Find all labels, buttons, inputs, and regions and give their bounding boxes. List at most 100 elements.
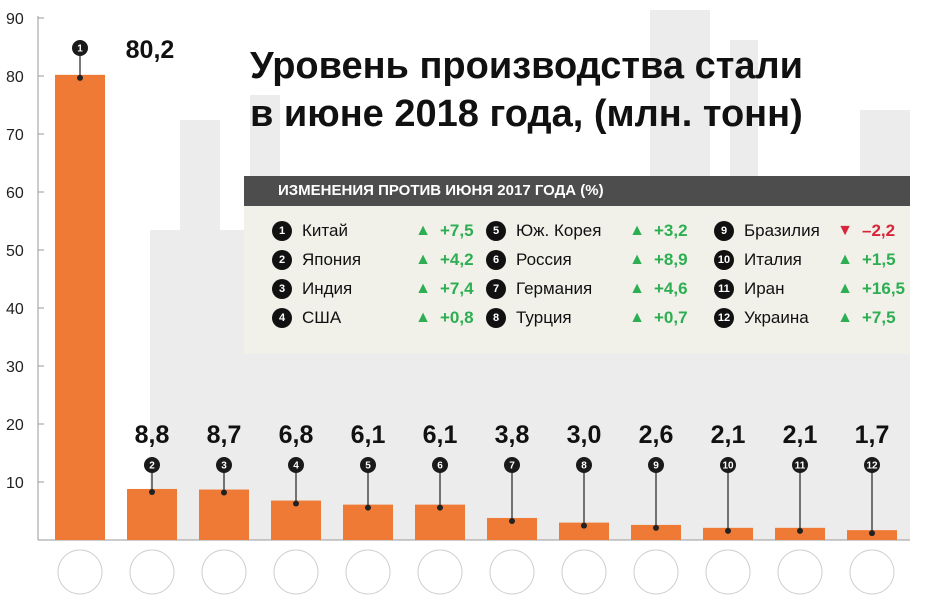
- leader-dot: [581, 522, 587, 529]
- rank-badge: 10: [714, 249, 734, 270]
- value-label: 2,6: [639, 421, 674, 449]
- value-label: 8,8: [135, 421, 170, 449]
- y-tick-label: 30: [6, 359, 24, 376]
- leader-dot: [725, 527, 731, 534]
- leader-dot: [797, 527, 803, 534]
- rank-marker: [360, 457, 376, 473]
- panel-heading: ИЗМЕНЕНИЯ ПРОТИВ ИЮНЯ 2017 ГОДА (%): [244, 176, 910, 206]
- flag-india-icon: [201, 549, 247, 595]
- flag-iran-icon: [777, 549, 823, 595]
- value-label: 6,8: [279, 421, 314, 449]
- bar: [703, 527, 753, 540]
- change-value: +4,2: [440, 249, 474, 269]
- value-label: 3,0: [567, 421, 602, 449]
- rank-badge: 4: [272, 307, 292, 328]
- change-value: +0,8: [440, 307, 474, 327]
- panel-body: 1 Китай ▲ +7,5 2 Япония ▲ +4,2 3 Индия ▲ +7,4 4 СШ…: [244, 206, 910, 354]
- flag-south-korea-icon: [345, 549, 391, 595]
- flag-brazil-icon: [633, 549, 679, 595]
- rank-marker: [216, 457, 232, 473]
- value-label: 6,1: [351, 421, 386, 449]
- panel-row: 2 Япония ▲ +4,2: [272, 245, 474, 274]
- rank-marker-text: 8: [581, 461, 587, 472]
- country-name: Россия: [516, 249, 572, 269]
- arrow-up-icon: ▲: [837, 308, 853, 326]
- arrow-up-icon: ▲: [837, 279, 853, 297]
- value-labels: 1 80,2 2 8,8 3 8,7 4 6,8 5 6,1 6 6,1 7 3,8 8 3,0 9 2,6 10 2…: [72, 36, 890, 537]
- flag-russia-icon: [417, 549, 463, 595]
- flag-china-icon: ★: [57, 549, 103, 595]
- change-value: –2,2: [862, 220, 896, 240]
- country-name: Германия: [516, 278, 593, 298]
- panel-row: 8 Турция ▲ +0,7: [486, 303, 688, 332]
- y-tick-label: 70: [6, 127, 24, 144]
- rank-marker-text: 4: [293, 461, 299, 472]
- country-name: Украина: [744, 307, 809, 327]
- title-line-2: в июне 2018 года, (млн. тонн): [250, 93, 803, 135]
- change-value: +4,6: [654, 278, 688, 298]
- country-name: США: [302, 307, 342, 327]
- arrow-up-icon: ▲: [415, 250, 431, 268]
- panel-row: 12 Украина ▲ +7,5: [714, 303, 905, 332]
- change-value: +1,5: [862, 249, 896, 269]
- rank-badge: 9: [714, 220, 734, 241]
- rank-marker: [504, 457, 520, 473]
- rank-marker: [864, 457, 880, 473]
- rank-marker: [792, 457, 808, 473]
- change-value: +7,4: [440, 278, 474, 298]
- arrow-up-icon: ▲: [629, 279, 645, 297]
- rank-marker: [144, 457, 160, 473]
- chart-title: Уровень производства стали в июне 2018 г…: [250, 42, 910, 138]
- arrow-up-icon: ▲: [837, 250, 853, 268]
- country-name: Китай: [302, 220, 348, 240]
- change-panel: ИЗМЕНЕНИЯ ПРОТИВ ИЮНЯ 2017 ГОДА (%) 1 Кит…: [244, 176, 910, 354]
- country-name: Бразилия: [744, 220, 820, 240]
- rank-marker-text: 9: [653, 461, 659, 472]
- leader-dot: [509, 517, 515, 524]
- bar: [775, 527, 825, 540]
- y-tick-labels: 10 20 30 40 50 60 70 80 90: [6, 11, 44, 492]
- bar: [127, 488, 177, 540]
- leader-dot: [149, 488, 155, 495]
- panel-column-1: 1 Китай ▲ +7,5 2 Япония ▲ +4,2 3 Индия ▲ +7,4 4 СШ…: [272, 216, 474, 332]
- title-line-1: Уровень производства стали: [250, 45, 803, 87]
- y-tick-label: 50: [6, 243, 24, 260]
- value-label: 3,8: [495, 421, 530, 449]
- y-tick-label: 80: [6, 69, 24, 86]
- rank-badge: 12: [714, 307, 734, 328]
- arrow-up-icon: ▲: [629, 308, 645, 326]
- leader-dot: [869, 530, 875, 537]
- y-tick-label: 40: [6, 301, 24, 318]
- value-label: 6,1: [423, 421, 458, 449]
- flag-turkey-icon: ★: [561, 549, 607, 595]
- panel-row: 11 Иран ▲ +16,5: [714, 274, 905, 303]
- value-label: 8,7: [207, 421, 242, 449]
- flag-row: ★★: [57, 549, 895, 595]
- country-name: Япония: [302, 249, 362, 269]
- panel-row: 4 США ▲ +0,8: [272, 303, 474, 332]
- rank-marker-text: 7: [509, 461, 515, 472]
- value-label: 1,7: [855, 421, 890, 449]
- rank-badge: 5: [486, 220, 506, 241]
- panel-row: 3 Индия ▲ +7,4: [272, 274, 474, 303]
- rank-marker: [432, 457, 448, 473]
- panel-row: 6 Россия ▲ +8,9: [486, 245, 688, 274]
- flag-japan-icon: [129, 549, 175, 595]
- rank-marker: [288, 457, 304, 473]
- bar: [559, 522, 609, 540]
- rank-marker-text: 6: [437, 461, 443, 472]
- panel-row: 1 Китай ▲ +7,5: [272, 216, 474, 245]
- rank-marker: [648, 457, 664, 473]
- flag-italy-icon: [705, 549, 751, 595]
- y-tick-label: 60: [6, 185, 24, 202]
- y-tick-label: 20: [6, 417, 24, 434]
- country-name: Иран: [744, 278, 785, 298]
- leader-dot: [653, 524, 659, 531]
- value-label: 80,2: [126, 36, 175, 64]
- rank-badge: 8: [486, 307, 506, 328]
- leader-dot: [221, 489, 227, 496]
- flag-germany-icon: [489, 549, 535, 595]
- arrow-up-icon: ▲: [415, 279, 431, 297]
- value-label: 2,1: [783, 421, 818, 449]
- bar: [631, 524, 681, 540]
